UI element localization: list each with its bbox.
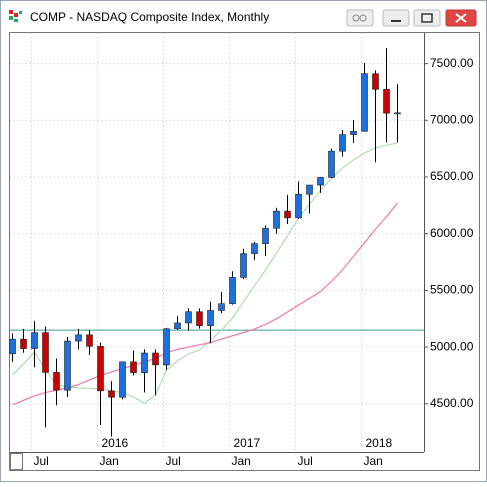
candle-body: [64, 340, 71, 391]
candle-body: [130, 361, 137, 373]
year-label: 2016: [102, 436, 129, 450]
x-tick-label: Jul: [34, 454, 49, 468]
candle-body: [317, 177, 324, 186]
candle-body: [31, 332, 38, 349]
y-tick-label: 4500.00: [430, 396, 474, 410]
restore-button[interactable]: [413, 9, 441, 27]
candle-body: [97, 346, 104, 392]
x-tick-label: Jul: [298, 454, 313, 468]
year-label: 2017: [234, 436, 261, 450]
candle-body: [75, 334, 82, 342]
candle-body: [86, 334, 93, 347]
candle-body: [174, 322, 181, 330]
candle-body: [207, 310, 214, 326]
candle-body: [328, 150, 335, 178]
app-icon: [9, 10, 22, 22]
candle-body: [229, 277, 236, 304]
candle-body: [53, 372, 60, 391]
candle-body: [262, 227, 269, 244]
candle-body: [372, 73, 379, 90]
candle-body: [42, 332, 49, 373]
candle-body: [9, 338, 16, 355]
candle-body: [108, 390, 115, 398]
y-tick-label: 5500.00: [430, 283, 474, 297]
close-button[interactable]: [445, 9, 477, 27]
candle-body: [284, 210, 291, 219]
x-tick-label: Jan: [232, 454, 251, 468]
candle-body: [394, 112, 401, 115]
candle-body: [273, 210, 280, 229]
candle-body: [383, 89, 390, 114]
plot: 4500.00 5000.00 5500.00 6000.00 6500.00 7000.…: [9, 33, 474, 468]
candle-body: [141, 352, 148, 373]
minimize-button[interactable]: [382, 9, 410, 27]
y-tick-label: 5000.00: [430, 339, 474, 353]
x-tick-label: Jul: [166, 454, 181, 468]
x-tick-label: Jan: [364, 454, 383, 468]
candle-body: [350, 131, 357, 135]
scroll-box[interactable]: [10, 453, 23, 470]
candle-body: [295, 193, 302, 219]
candle-body: [163, 328, 170, 366]
chart-frame: [9, 32, 480, 471]
x-tick-label: Jan: [100, 454, 119, 468]
candle-body: [152, 352, 159, 366]
candle-body: [240, 253, 247, 278]
candle-body: [218, 303, 225, 311]
window-title: COMP - NASDAQ Composite Index, Monthly: [30, 10, 269, 24]
y-tick-label: 7000.00: [430, 112, 474, 126]
moving-average: [12, 202, 399, 406]
candle-body: [196, 311, 203, 326]
candle-body: [185, 311, 192, 324]
candle-body: [361, 73, 368, 132]
y-tick-label: 6000.00: [430, 226, 474, 240]
candle-body: [306, 184, 313, 195]
y-tick-label: 6500.00: [430, 169, 474, 183]
candle-body: [251, 243, 258, 254]
year-label: 2018: [366, 436, 393, 450]
candle-body: [20, 338, 27, 349]
link-button[interactable]: [346, 9, 374, 27]
y-tick-label: 7500.00: [430, 56, 474, 70]
candle-body: [119, 361, 126, 398]
candle-body: [339, 134, 346, 152]
